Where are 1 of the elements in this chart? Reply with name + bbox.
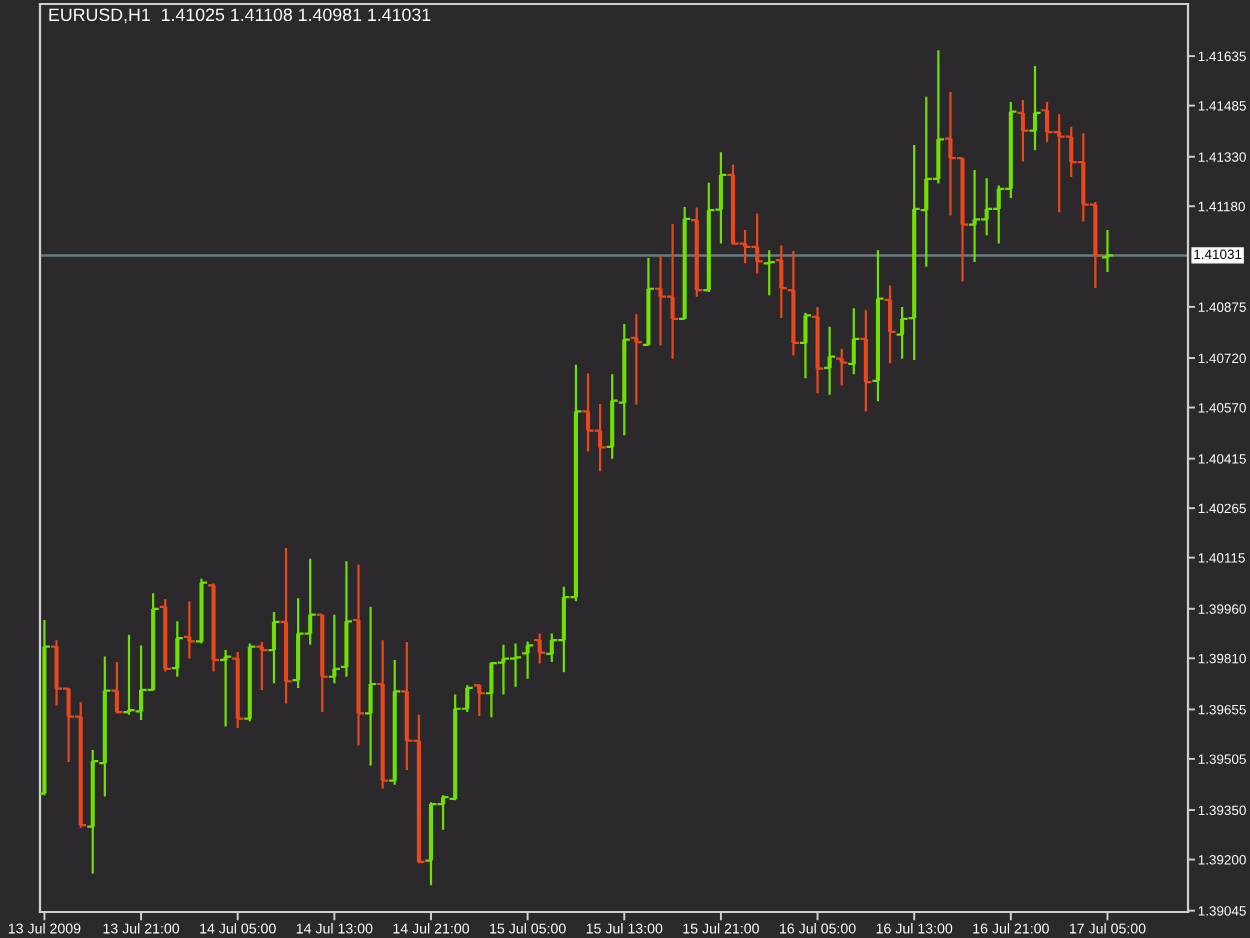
chart-title: EURUSD,H1 1.41025 1.41108 1.40981 1.41031 xyxy=(49,8,431,24)
